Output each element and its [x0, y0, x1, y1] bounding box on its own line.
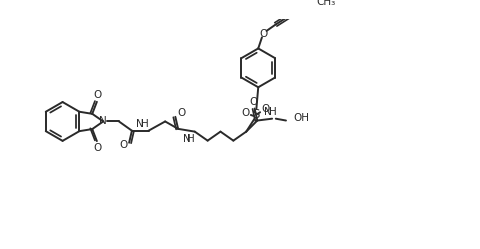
- Text: N: N: [99, 117, 107, 126]
- Text: O: O: [177, 108, 186, 118]
- Text: S: S: [251, 108, 259, 121]
- Text: O: O: [240, 108, 249, 118]
- Text: O: O: [259, 29, 267, 39]
- Text: O: O: [94, 90, 102, 100]
- Text: N: N: [263, 107, 271, 117]
- Text: H: H: [187, 134, 194, 144]
- Text: O: O: [249, 97, 257, 107]
- Text: CH₃: CH₃: [316, 0, 335, 7]
- Text: H: H: [269, 107, 276, 117]
- Text: O: O: [261, 104, 269, 114]
- Text: O: O: [119, 139, 128, 150]
- Text: N: N: [182, 134, 190, 144]
- Text: N: N: [136, 119, 144, 129]
- Text: H: H: [141, 119, 148, 129]
- Text: OH: OH: [293, 113, 309, 123]
- Text: O: O: [94, 143, 102, 153]
